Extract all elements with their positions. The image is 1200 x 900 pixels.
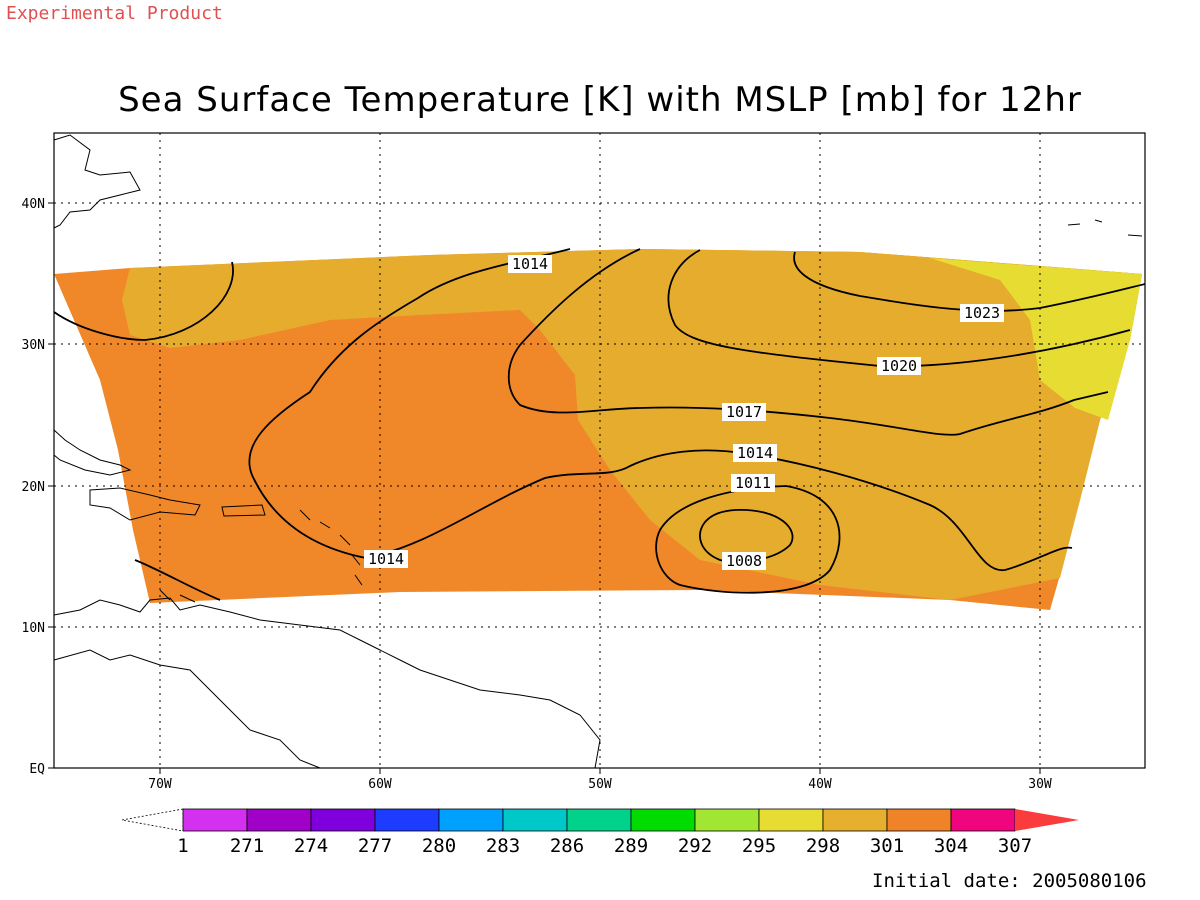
colorbar-labels: 1 271 274 277 280 283 286 289 292 295 298 301 304 307 [177, 835, 1032, 857]
colorbar-tick-label: 304 [934, 835, 968, 857]
lat-label-eq: EQ [29, 762, 45, 777]
colorbar-cells [182, 808, 1079, 832]
sst-region-gold-east [520, 249, 1142, 600]
colorbar-tick-label: 274 [294, 835, 328, 857]
colorbar-cell [438, 808, 504, 832]
latitude-labels: 40N 30N 20N 10N EQ [22, 197, 46, 777]
lat-label-30n: 30N [22, 338, 45, 353]
colorbar-cell [758, 808, 824, 832]
north-america-coast [53, 134, 141, 229]
colorbar-tick-label: 298 [806, 835, 840, 857]
colorbar-cell [502, 808, 568, 832]
lon-label-40w: 40W [808, 777, 832, 792]
coastlines [53, 134, 1143, 769]
colorbar-tick-label: 271 [230, 835, 264, 857]
lon-label-30w: 30W [1028, 777, 1052, 792]
isobar-label-1017: 1017 [722, 403, 766, 421]
lon-label-50w: 50W [588, 777, 612, 792]
colorbar-tick-label: 283 [486, 835, 520, 857]
colorbar-cell [630, 808, 696, 832]
colorbar-tick-label: 280 [422, 835, 456, 857]
colorbar-cell [182, 808, 248, 832]
cuba-coast [53, 429, 132, 476]
mslp-isobars [53, 248, 1146, 601]
svg-text:1017: 1017 [726, 403, 762, 421]
isobar-1014-main [248, 248, 1073, 571]
colorbar-cell [950, 808, 1016, 832]
product-tag: Experimental Product [6, 3, 223, 24]
colorbar-cell [694, 808, 760, 832]
isobar-labels: 1014 1023 1020 1017 1014 1011 1008 1014 [364, 255, 1004, 570]
isobar-1023 [793, 251, 1146, 312]
svg-text:1023: 1023 [964, 304, 1000, 322]
isobar-label-1008: 1008 [722, 552, 766, 570]
colorbar-high-arrow [1015, 809, 1079, 831]
isobar-1020 [667, 249, 1131, 368]
isobar-label-1020: 1020 [877, 357, 921, 375]
colorbar: 1 271 274 277 280 283 286 289 292 295 298 301 304 307 [121, 808, 1079, 857]
lon-label-60w: 60W [368, 777, 392, 792]
lat-label-20n: 20N [22, 480, 45, 495]
lat-label-10n: 10N [22, 621, 45, 636]
colorbar-cell [246, 808, 312, 832]
svg-text:1014: 1014 [512, 255, 548, 273]
colorbar-tick-label: 286 [550, 835, 584, 857]
colorbar-cell [374, 808, 440, 832]
colorbar-tick-label: 295 [742, 835, 776, 857]
hispaniola-coast [89, 487, 201, 521]
isobar-1011 [655, 485, 841, 594]
svg-text:1008: 1008 [726, 552, 762, 570]
graticule [54, 133, 1145, 768]
svg-text:1011: 1011 [735, 474, 771, 492]
colorbar-tick-label: 1 [177, 835, 188, 857]
lon-label-70w: 70W [148, 777, 172, 792]
isobar-label-1014-north: 1014 [508, 255, 552, 273]
azores-coast [1067, 219, 1143, 237]
colorbar-tick-label: 277 [358, 835, 392, 857]
svg-text:1014: 1014 [368, 550, 404, 568]
colorbar-cell [566, 808, 632, 832]
isobar-1014-southwest [134, 559, 221, 601]
isobar-label-1014-east: 1014 [733, 444, 777, 462]
isobar-1017 [507, 248, 1109, 436]
south-america-coast [53, 597, 601, 769]
colorbar-tick-label: 301 [870, 835, 904, 857]
colorbar-tick-label: 289 [614, 835, 648, 857]
antilles-coast [159, 509, 363, 603]
colorbar-cell [310, 808, 376, 832]
colorbar-cell [886, 808, 952, 832]
svg-text:1014: 1014 [737, 444, 773, 462]
initial-date: Initial date: 2005080106 [872, 870, 1147, 892]
chart-title: Sea Surface Temperature [K] with MSLP [m… [118, 80, 1082, 120]
longitude-labels: 70W 60W 50W 40W 30W [148, 777, 1052, 792]
lat-label-40n: 40N [22, 197, 45, 212]
svg-text:1020: 1020 [881, 357, 917, 375]
isobar-label-1014-west: 1014 [364, 550, 408, 568]
colorbar-tick-label: 307 [998, 835, 1032, 857]
colorbar-low-arrow [121, 808, 184, 832]
sst-region-yellow [930, 258, 1142, 420]
colorbar-tick-label: 292 [678, 835, 712, 857]
colorbar-cell [822, 808, 888, 832]
sst-field [54, 249, 1142, 610]
isobar-1014-northwest [53, 261, 234, 341]
axis-ticks [48, 202, 1041, 774]
isobar-label-1011: 1011 [731, 474, 775, 492]
puerto-rico-coast [221, 504, 266, 517]
isobar-label-1023: 1023 [960, 304, 1004, 322]
